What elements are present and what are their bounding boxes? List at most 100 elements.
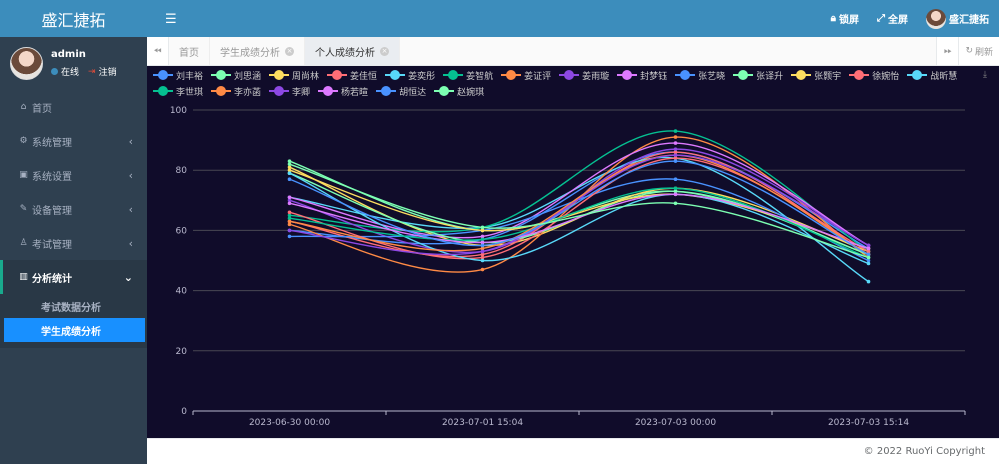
legend-item[interactable]: 胡恒达 [376,84,426,98]
tab-personal-score[interactable]: 个人成绩分析 × [305,37,400,65]
close-icon[interactable]: × [380,46,389,56]
chevron-left-icon: ‹ [128,134,133,148]
legend-marker-icon [443,70,464,80]
legend-item[interactable]: 张艺晓 [675,68,725,82]
user-name: admin [51,49,86,60]
user-menu[interactable]: 盛汇捷拓 [926,8,989,29]
legend-marker-icon [849,70,870,80]
data-point [673,135,678,139]
tab-bar: ⏪︎ 首页 学生成绩分析 × 个人成绩分析 × ⏩︎ ↻ 刷新 [147,37,999,66]
y-tick-label: 80 [176,166,188,176]
legend-item[interactable]: 刘丰裕 [153,68,203,82]
legend-label: 张艺晓 [698,71,726,82]
legend-item[interactable]: 姜智航 [443,68,493,82]
series-line [289,187,869,259]
legend-item[interactable]: 刘思涵 [211,68,261,82]
legend-item[interactable]: 李世琪 [153,84,203,98]
logout-icon[interactable]: ⇥ [88,66,96,77]
legend-item[interactable]: 姜奕彤 [385,68,435,82]
series-line [289,151,869,250]
x-tick-label: 2023-07-03 15:14 [828,418,909,428]
menu-toggle-icon[interactable]: ☰ [165,12,177,27]
data-point [673,159,678,163]
data-point [480,240,485,245]
data-point [866,246,871,251]
legend-item[interactable]: 张颢宇 [791,68,841,82]
legend-marker-icon [269,86,290,96]
tabs-scroll-left-icon[interactable]: ⏪︎ [147,37,169,65]
tab-student-score[interactable]: 学生成绩分析 × [210,37,305,65]
data-point [480,234,485,239]
legend-item[interactable]: 李亦菡 [211,84,261,98]
sidebar-item-1[interactable]: ⚙ 系统管理 ‹ [0,124,147,158]
data-point [866,249,871,254]
submenu-item-student-score[interactable]: 学生成绩分析 [4,318,145,342]
online-dot-icon [51,68,58,75]
legend-marker-icon [269,70,290,80]
data-point [287,168,292,172]
legend-label: 刘丰裕 [176,71,204,82]
legend-item[interactable]: 战昕慧 [907,68,957,82]
chevron-left-icon: ‹ [128,236,133,250]
legend-item[interactable]: 徐婉怡 [849,68,899,82]
data-point [673,189,678,194]
y-tick-label: 60 [176,226,188,236]
legend-item[interactable]: 姜雨璇 [559,68,609,82]
data-point [673,177,678,182]
legend-item[interactable]: 赵婉琪 [434,84,484,98]
legend-marker-icon [675,70,696,80]
sidebar-item-label: 设备管理 [32,205,72,217]
legend-item[interactable]: 李卿 [269,84,310,98]
legend-label: 李亦菡 [234,87,262,98]
data-point [866,243,871,248]
data-point [866,252,871,257]
lock-screen-button[interactable]: 🔒︎ 锁屏 [830,13,859,26]
data-point [480,225,485,230]
data-point [480,258,485,263]
sidebar-item-3[interactable]: ✎ 设备管理 ‹ [0,192,147,226]
sidebar-item-analysis[interactable]: ▥ 分析统计 ⌄ [0,260,147,294]
data-point [287,222,292,227]
logout-link[interactable]: 注销 [98,68,117,78]
legend-item[interactable]: 张译升 [733,68,783,82]
submenu-item-exam-data[interactable]: 考试数据分析 [41,302,101,314]
avatar[interactable] [10,47,43,80]
chevron-down-icon: ⌄ [123,270,133,284]
series-line [289,166,869,253]
data-point [480,249,485,254]
data-point [287,198,292,203]
tab-home[interactable]: 首页 [169,37,210,65]
data-point [480,243,485,248]
legend-item[interactable]: 姜证评 [501,68,551,82]
sidebar-item-0[interactable]: ⌂ 首页 [0,90,147,124]
sidebar-item-4[interactable]: ♙ 考试管理 ‹ [0,226,147,260]
legend-label: 张译升 [756,71,784,82]
legend-label: 李世琪 [176,87,204,98]
data-point [287,216,292,221]
data-point [480,267,485,272]
home-icon: ⌂ [20,102,27,112]
legend-item[interactable]: 周尚林 [269,68,319,82]
chart-legend: 刘丰裕 刘思涵 周尚林 姜佳恒 姜奕彤 姜智航 姜证评 姜雨璇 封梦钰 张艺晓 张译升 张颢宇 徐婉怡 战… [153,68,993,98]
tabs-scroll-right-icon[interactable]: ⏩︎ [936,37,959,65]
legend-marker-icon [907,70,928,80]
legend-item[interactable]: 杨若暄 [318,84,368,98]
y-tick-label: 20 [176,347,188,357]
data-point [866,258,871,263]
y-tick-label: 0 [181,407,187,417]
data-point [480,228,485,233]
refresh-button[interactable]: ↻ 刷新 [958,37,999,65]
data-point [480,246,485,251]
legend-item[interactable]: 封梦钰 [617,68,667,82]
legend-marker-icon [211,86,232,96]
data-point [866,279,871,284]
data-point [673,150,678,154]
legend-item[interactable]: 姜佳恒 [327,68,377,82]
close-icon[interactable]: × [285,46,294,56]
fullscreen-button[interactable]: ⤢ 全屏 [877,13,908,26]
x-tick-label: 2023-06-30 00:00 [249,418,330,428]
legend-label: 姜佳恒 [350,71,378,82]
sidebar-item-label: 考试管理 [32,239,72,251]
sidebar-item-2[interactable]: ▣ 系统设置 ‹ [0,158,147,192]
download-icon[interactable]: ⤓ [983,70,987,80]
